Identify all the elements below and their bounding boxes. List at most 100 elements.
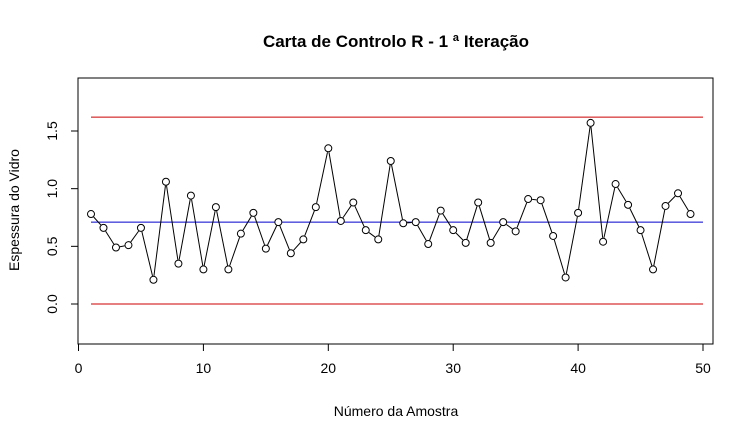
series-segment	[506, 224, 512, 228]
series-segment	[94, 217, 101, 225]
data-point	[525, 196, 532, 203]
y-tick-label: 0.5	[44, 236, 60, 256]
data-point	[250, 209, 257, 216]
y-axis-label: Espessura do Vidro	[6, 149, 22, 271]
control-lines	[91, 117, 703, 304]
series-segment	[630, 208, 639, 226]
series-segment	[106, 231, 114, 244]
series-segment	[142, 232, 153, 276]
data-point	[650, 266, 657, 273]
data-point	[662, 202, 669, 209]
data-point	[225, 266, 232, 273]
series-segment	[204, 211, 215, 265]
x-tick-label: 0	[75, 360, 83, 376]
data-point	[475, 199, 482, 206]
data-point	[312, 204, 319, 211]
x-axis-label: Número da Amostra	[334, 403, 459, 419]
data-point	[675, 190, 682, 197]
data-point	[462, 239, 469, 246]
series-segment	[618, 187, 626, 201]
series-segment	[120, 246, 125, 247]
data-point	[437, 207, 444, 214]
series-segment	[493, 226, 501, 240]
data-point	[537, 197, 544, 204]
series-segment	[566, 217, 577, 274]
data-point	[212, 204, 219, 211]
data-point	[325, 145, 332, 152]
series-segment	[654, 210, 665, 266]
data-point	[200, 266, 207, 273]
series-segment	[479, 206, 489, 239]
data-point	[412, 219, 419, 226]
data-point	[287, 250, 294, 257]
y-tick-label: 1.0	[44, 179, 60, 199]
series-segment	[680, 197, 688, 211]
data-point	[387, 157, 394, 164]
series-segment	[591, 127, 603, 238]
series-segment	[317, 152, 328, 203]
series-segment	[230, 237, 240, 265]
data-point	[600, 238, 607, 245]
data-point	[625, 201, 632, 208]
data-point	[112, 244, 119, 251]
data-point	[512, 228, 519, 235]
series-segment	[430, 214, 440, 240]
series-segment	[456, 233, 463, 240]
x-tick-label: 30	[445, 360, 461, 376]
series-segment	[192, 200, 203, 266]
x-tick-label: 10	[196, 360, 212, 376]
series-segment	[355, 206, 364, 226]
data-point	[125, 242, 132, 249]
y-axis: 0.0 0.5 1.0 1.5	[44, 121, 78, 314]
data-point	[550, 232, 557, 239]
series-segment	[579, 127, 590, 209]
series-segment	[379, 165, 390, 236]
series-segment	[217, 211, 228, 265]
data-point	[500, 219, 507, 226]
series-segment	[467, 206, 477, 239]
series-segment	[343, 206, 351, 218]
series-segment	[131, 231, 139, 242]
data-point	[100, 224, 107, 231]
data-point	[187, 192, 194, 199]
data-point	[400, 220, 407, 227]
series-segment	[642, 234, 652, 266]
data-point	[88, 211, 95, 218]
data-point	[150, 276, 157, 283]
series-segment	[554, 240, 564, 274]
data-point	[375, 236, 382, 243]
series-segment	[392, 165, 403, 219]
data-point	[450, 227, 457, 234]
data-point	[350, 199, 357, 206]
series-segment	[167, 186, 178, 260]
data-point	[425, 241, 432, 248]
data-point	[300, 236, 307, 243]
x-tick-label: 20	[321, 360, 337, 376]
series-segment	[329, 152, 340, 217]
series-segment	[179, 200, 190, 260]
series-segment	[369, 233, 375, 237]
x-tick-label: 40	[570, 360, 586, 376]
chart-title: Carta de Controlo R - 1 ª Iteração	[263, 32, 529, 51]
data-point	[337, 217, 344, 224]
series-segment	[268, 226, 277, 245]
series-segment	[517, 203, 527, 228]
series-segment	[280, 226, 290, 250]
y-tick-label: 0.0	[44, 294, 60, 314]
data-point	[275, 219, 282, 226]
series-segment	[668, 196, 675, 203]
data-point	[487, 239, 494, 246]
series-segment	[443, 214, 451, 227]
series-segment	[542, 204, 552, 232]
series-segment	[154, 186, 165, 276]
data-point	[612, 181, 619, 188]
data-point	[362, 227, 369, 234]
data-point	[162, 178, 169, 185]
data-point	[637, 227, 644, 234]
series-layer	[88, 119, 695, 283]
data-point	[562, 274, 569, 281]
series-segment	[305, 211, 315, 236]
y-tick-label: 1.5	[44, 121, 60, 141]
data-point	[237, 230, 244, 237]
